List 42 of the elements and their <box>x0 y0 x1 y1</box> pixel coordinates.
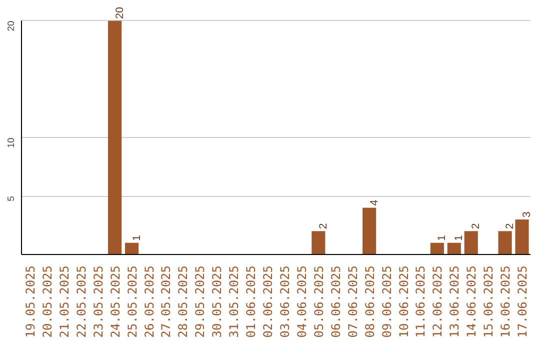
y-tick-label: 20 <box>6 20 16 32</box>
x-tick-label: 10.06.2025 <box>396 265 411 338</box>
x-tick-label: 12.06.2025 <box>430 265 445 338</box>
x-tick-label: 24.05.2025 <box>108 265 122 338</box>
x-tick-label: 31.05.2025 <box>227 265 242 338</box>
x-tick-label: 17.06.2025 <box>516 265 530 338</box>
x-tick-label: 13.06.2025 <box>448 265 462 338</box>
x-tick-label: 06.06.2025 <box>328 265 343 338</box>
x-tick-label: 21.05.2025 <box>57 265 72 338</box>
x-tick-label: 20.05.2025 <box>40 265 54 338</box>
x-tick-label: 05.06.2025 <box>312 265 326 338</box>
x-tick-label: 28.05.2025 <box>176 265 190 338</box>
data-label: 20 <box>114 6 126 19</box>
y-tick-label: 5 <box>6 196 16 202</box>
x-tick-label: 26.05.2025 <box>142 265 156 338</box>
x-tick-label: 22.05.2025 <box>74 265 88 338</box>
x-tick-label: 25.05.2025 <box>125 265 140 338</box>
data-label: 1 <box>130 234 143 241</box>
x-tick-label: 11.06.2025 <box>414 265 428 338</box>
y-tick-label: 10 <box>6 138 16 148</box>
x-tick-label: 30.05.2025 <box>210 265 224 338</box>
x-tick-label: 04.06.2025 <box>294 265 309 338</box>
x-tick-label: 02.06.2025 <box>261 265 276 338</box>
data-label: 1 <box>453 234 466 241</box>
data-label: 3 <box>521 211 534 218</box>
x-tick-label: 08.06.2025 <box>362 265 377 338</box>
data-label: 2 <box>470 223 482 230</box>
data-label: 2 <box>317 223 330 230</box>
x-tick-label: 14.06.2025 <box>464 265 479 338</box>
x-tick-label: 23.05.2025 <box>91 265 106 338</box>
x-tick-label: 19.05.2025 <box>23 265 38 338</box>
x-tick-label: 03.06.2025 <box>278 265 292 338</box>
data-label: 1 <box>436 234 448 241</box>
x-tick-label: 16.06.2025 <box>498 265 513 338</box>
x-tick-label: 01.06.2025 <box>244 265 258 338</box>
data-label: 2 <box>504 223 516 230</box>
x-tick-label: 29.05.2025 <box>193 265 208 338</box>
x-tick-label: 07.06.2025 <box>346 265 360 338</box>
x-tick-label: 09.06.2025 <box>380 265 394 338</box>
data-label: 4 <box>368 200 380 206</box>
x-tick-label: 15.06.2025 <box>482 265 496 338</box>
x-tick-label: 27.05.2025 <box>159 265 174 338</box>
